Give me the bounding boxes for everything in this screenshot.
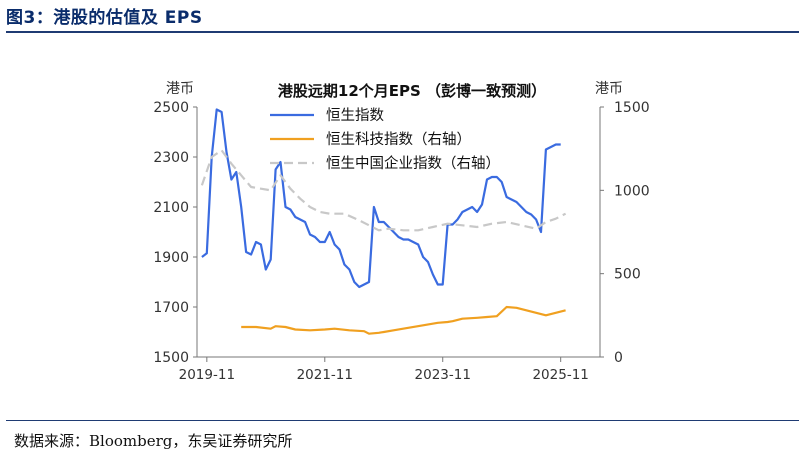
left-tick-label: 1500	[153, 350, 189, 366]
legend-label-1: 恒生指数	[326, 107, 384, 124]
legend-label-2: 恒生科技指数（右轴）	[326, 131, 471, 148]
left-unit-label: 港币	[166, 81, 194, 97]
right-tick-label: 1000	[614, 183, 650, 199]
x-tick-label: 2025-11	[532, 367, 588, 383]
x-tick-label: 2023-11	[415, 367, 471, 383]
legend-label-3: 恒生中国企业指数（右轴）	[326, 154, 500, 172]
x-tick-label: 2021-11	[297, 367, 353, 383]
series-line-2	[241, 305, 566, 335]
series-line-1	[201, 108, 561, 289]
source-note: 数据来源：Bloomberg，东吴证券研究所	[14, 432, 293, 450]
top-rule	[6, 31, 799, 33]
left-tick-label: 2100	[153, 200, 189, 216]
right-tick-label: 500	[614, 267, 641, 283]
left-tick-label: 1900	[153, 250, 189, 266]
bottom-rule	[6, 420, 799, 421]
left-tick-label: 2300	[153, 150, 189, 166]
right-tick-label: 0	[614, 350, 623, 366]
x-tick-label: 2019-11	[179, 367, 235, 383]
right-tick-label: 1500	[614, 100, 650, 116]
series-line-3	[200, 149, 567, 232]
left-tick-label: 2500	[153, 100, 189, 116]
right-unit-label: 港币	[595, 81, 623, 97]
chart-title: 港股远期12个月EPS （彭博一致预测）	[278, 82, 546, 100]
left-tick-label: 1700	[153, 300, 189, 316]
figure-title: 图3：港股的估值及 EPS	[6, 8, 203, 28]
